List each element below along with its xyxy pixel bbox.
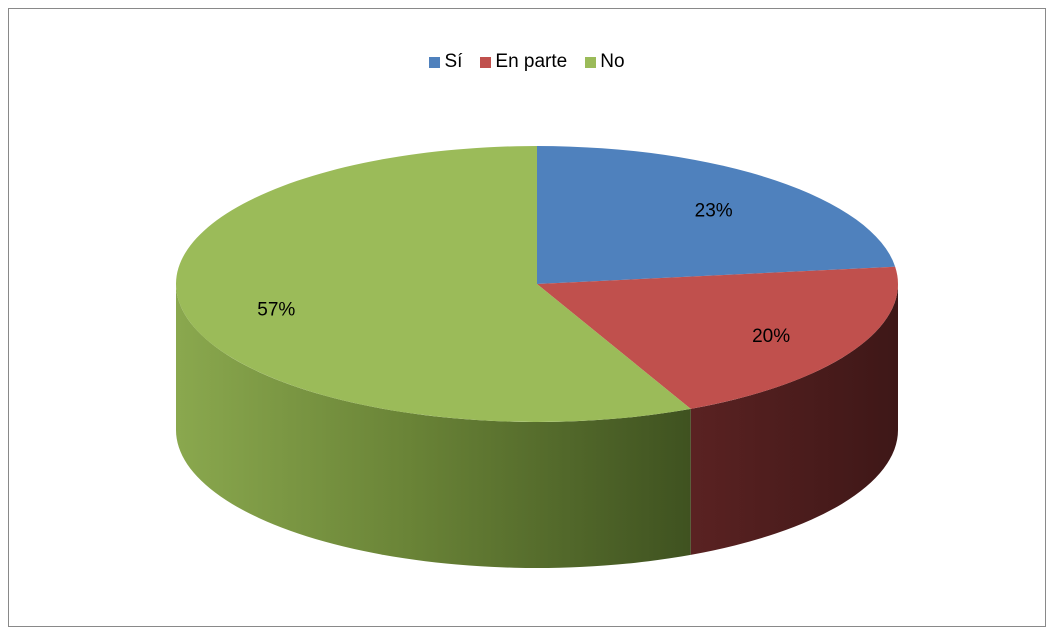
data-label-en-parte: 20% <box>752 326 790 347</box>
legend-swatch-en-parte <box>480 56 492 68</box>
legend-swatch-si <box>429 56 441 68</box>
pie-top-layer <box>175 146 898 422</box>
data-label-no: 57% <box>257 299 295 320</box>
legend-label-en-parte: En parte <box>495 51 568 72</box>
chart-legend: Sí En parte No <box>9 51 1045 73</box>
legend-swatch-no <box>585 56 597 68</box>
legend-label-si: Sí <box>444 51 463 72</box>
pie-slice-si <box>537 146 896 284</box>
legend-item-si: Sí <box>429 51 462 73</box>
pie-side-no <box>176 284 691 568</box>
pie-side-layer <box>176 284 898 568</box>
data-label-si: 23% <box>695 200 733 221</box>
legend-item-en-parte: En parte <box>480 51 567 73</box>
pie-slice-no <box>175 146 691 422</box>
legend-label-no: No <box>600 51 625 72</box>
pie-side-en-parte <box>690 284 898 555</box>
pie-label-layer: 23% 20% 57% <box>257 200 790 347</box>
pie-slice-en-parte <box>537 266 898 409</box>
legend-item-no: No <box>585 51 625 73</box>
